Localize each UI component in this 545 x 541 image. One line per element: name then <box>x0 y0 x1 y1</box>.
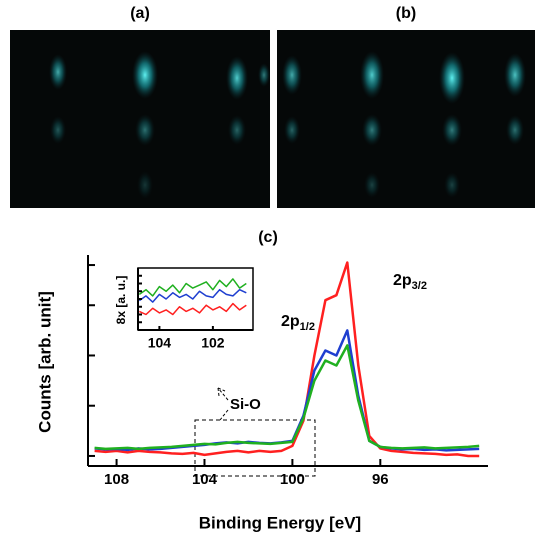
x-axis-label: Binding Energy [eV] <box>199 513 361 532</box>
series-line <box>94 261 480 458</box>
x-tick-label: 104 <box>192 471 218 488</box>
panel-label: (a) <box>130 5 150 22</box>
rheed-image-a <box>10 30 270 208</box>
x-tick-label: 100 <box>280 471 305 488</box>
series-line <box>138 288 247 303</box>
y-axis-label: Counts [arb. unit] <box>35 291 54 433</box>
annotation: Si-O <box>230 396 261 413</box>
panel-label: (b) <box>396 5 416 22</box>
series-line <box>138 278 247 297</box>
inset-y-label: 8x [a. u.] <box>114 276 128 325</box>
chart-title: (c) <box>258 229 278 246</box>
arrow <box>217 387 229 401</box>
peak-text: 2p <box>393 272 412 289</box>
series-line <box>138 302 247 316</box>
arrow <box>219 409 229 421</box>
x-tick-label: 96 <box>372 471 389 488</box>
peak-label: 2p3/2 <box>393 272 427 292</box>
peak-sub: 1/2 <box>300 321 315 333</box>
x-tick-label: 104 <box>148 335 172 351</box>
highlight-box <box>194 419 316 477</box>
peak-label: 2p1/2 <box>281 313 315 333</box>
x-tick-label: 102 <box>201 335 225 351</box>
series-line <box>94 344 480 451</box>
peak-sub: 3/2 <box>412 280 427 292</box>
peak-text: 2p <box>281 313 300 330</box>
x-tick-label: 108 <box>104 471 129 488</box>
rheed-image-b <box>277 30 535 208</box>
